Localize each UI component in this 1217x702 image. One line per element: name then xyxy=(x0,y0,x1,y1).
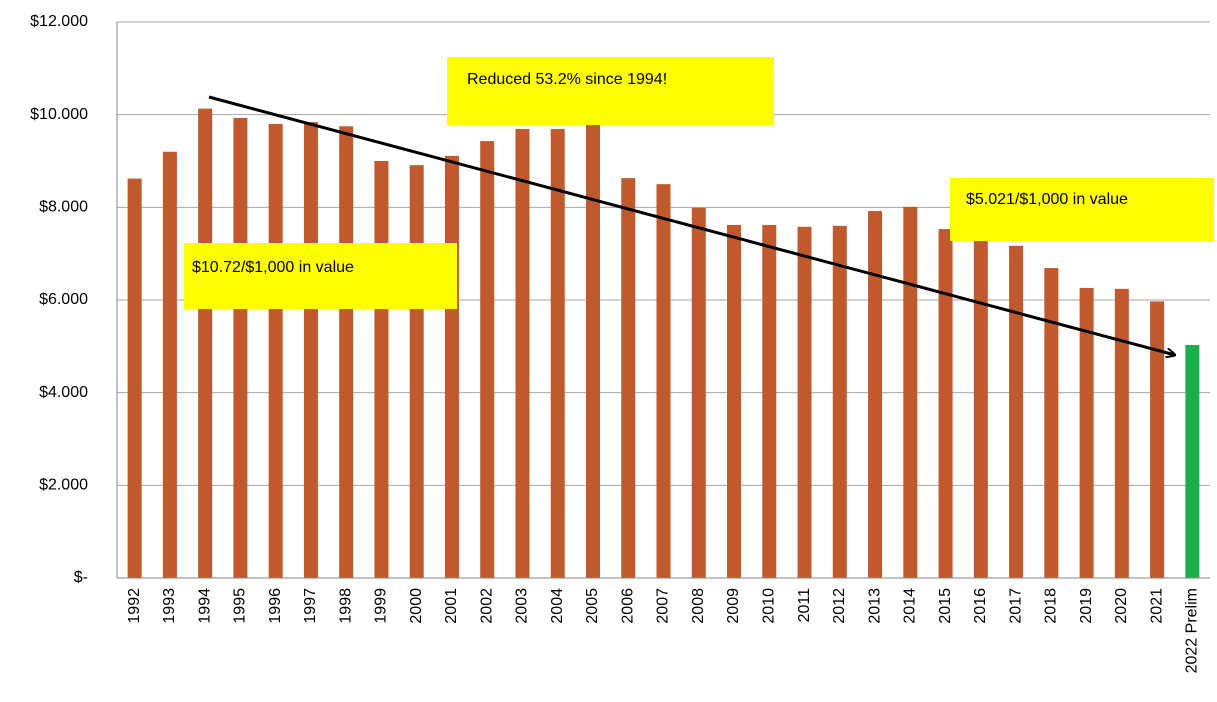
bar xyxy=(339,126,354,578)
x-tick-label: 2017 xyxy=(1007,588,1024,624)
x-tick-label: 2000 xyxy=(408,588,425,624)
x-tick-label: 1993 xyxy=(161,588,178,624)
x-tick-label: 1998 xyxy=(337,588,354,624)
x-tick-label: 2007 xyxy=(655,588,672,624)
x-tick-label: 2013 xyxy=(866,588,883,624)
bar xyxy=(374,161,389,578)
x-tick-label: 2019 xyxy=(1078,588,1095,624)
annotation: Reduced 53.2% since 1994! xyxy=(467,71,667,88)
bar xyxy=(656,184,671,578)
y-tick-label: $2.000 xyxy=(39,477,88,494)
x-tick-label: 2002 xyxy=(478,588,495,624)
bar xyxy=(268,123,283,578)
bar xyxy=(198,108,213,578)
y-tick-label: $6.000 xyxy=(39,291,88,308)
x-tick-label: 2021 xyxy=(1148,588,1165,624)
bar xyxy=(444,155,459,579)
bar xyxy=(868,211,883,579)
bar xyxy=(1009,245,1024,579)
y-tick-label: $12.000 xyxy=(30,13,88,30)
bar xyxy=(233,117,248,578)
x-tick-label: 2012 xyxy=(831,588,848,624)
bar xyxy=(903,206,918,578)
annotation-box xyxy=(950,178,1214,241)
bar xyxy=(621,178,636,579)
bar xyxy=(691,207,706,578)
x-tick-label: 2008 xyxy=(690,588,707,624)
x-tick-label: 1995 xyxy=(232,588,249,624)
x-tick-label: 2005 xyxy=(584,588,601,624)
y-tick-label: $4.000 xyxy=(39,384,88,401)
x-tick-label: 2018 xyxy=(1043,588,1060,624)
y-tick-label: $10.000 xyxy=(30,106,88,123)
x-tick-label: 2001 xyxy=(443,588,460,624)
y-tick-label: $- xyxy=(74,569,88,586)
bar xyxy=(762,224,777,578)
bar xyxy=(973,238,988,578)
bar xyxy=(127,178,142,578)
trend-arrow xyxy=(208,95,1175,355)
x-tick-label: 2006 xyxy=(619,588,636,624)
x-tick-label: 2015 xyxy=(937,588,954,624)
annotation-box xyxy=(184,243,457,309)
y-tick-label: $8.000 xyxy=(39,199,88,216)
x-tick-label: 2022 Prelim xyxy=(1184,588,1201,673)
bar xyxy=(480,141,495,578)
x-tick-label: 2011 xyxy=(796,588,813,623)
bar xyxy=(1079,287,1094,578)
bar xyxy=(162,151,177,578)
bar xyxy=(585,123,600,578)
x-tick-label: 2016 xyxy=(972,588,989,624)
bar xyxy=(303,122,318,578)
x-tick-label: 2020 xyxy=(1113,588,1130,624)
x-tick-label: 1992 xyxy=(126,588,143,624)
bar xyxy=(1114,288,1129,578)
x-tick-label: 2009 xyxy=(725,588,742,624)
bar xyxy=(409,165,424,579)
x-tick-label: 2010 xyxy=(760,588,777,624)
bar xyxy=(1044,268,1059,578)
bar xyxy=(727,224,742,578)
x-tick-label: 1997 xyxy=(302,588,319,624)
annotation: $10.72/$1,000 in value xyxy=(192,259,354,276)
x-tick-label: 2003 xyxy=(514,588,531,624)
annotation-box xyxy=(447,57,774,125)
x-tick-label: 1999 xyxy=(373,588,390,624)
bar xyxy=(797,226,812,578)
x-tick-label: 2014 xyxy=(902,588,919,624)
bar xyxy=(1150,301,1165,578)
bar xyxy=(832,225,847,578)
bar xyxy=(550,129,565,578)
bar xyxy=(1185,344,1200,578)
x-tick-label: 1994 xyxy=(196,588,213,624)
x-tick-label: 1996 xyxy=(267,588,284,624)
annotation: $5.021/$1,000 in value xyxy=(966,191,1128,208)
x-tick-label: 2004 xyxy=(549,588,566,624)
bar xyxy=(938,229,953,579)
bar xyxy=(515,129,530,578)
